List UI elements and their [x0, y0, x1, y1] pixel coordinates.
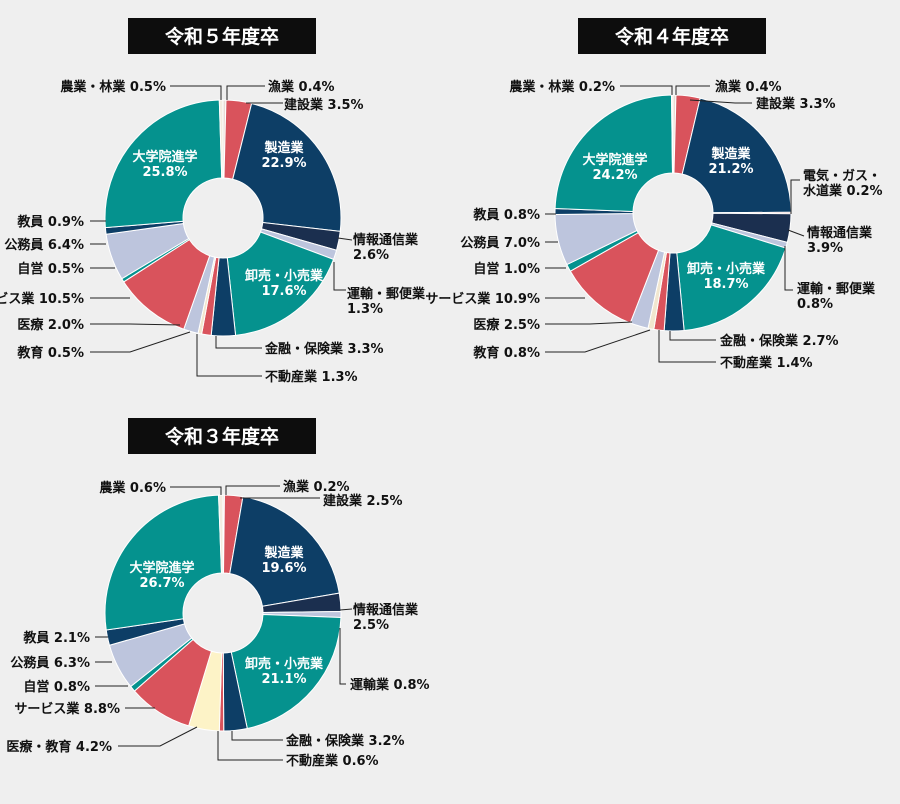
slice-label-e382b5e383bce38393e382b9e6a5ad: サービス業 8.8% [14, 701, 120, 717]
slice-label-e68385e5a0b1e9809ae4bfa1e6a5ad: 情報通信業 3.9% [807, 225, 873, 256]
slice-e8beb2e6a5ad [218, 494, 224, 574]
leader-line [669, 331, 716, 341]
slice-label-e58cbbe79982e383bbe69599e882b2: 医療・教育 4.2% [6, 739, 112, 755]
slice-e8beb2e6a5ade383bbe69e97e6a5ad [671, 94, 674, 174]
slice-label-e9818be8bcb8e6a5ad: 運輸業 0.8% [350, 677, 430, 693]
chart-title-box [128, 18, 316, 54]
slice-label-e4b88de58b95e794a3e6a5ad: 不動産業 0.6% [286, 753, 379, 769]
slice-e5a4a7e5ada6e999a2e980b2e5ada6 [554, 94, 674, 213]
slice-label-e69599e593a1: 教員 2.1% [22, 630, 90, 646]
leader-line [658, 330, 716, 363]
slice-label-e382b5e383bce38393e382b9e6a5ad: サービス業 10.9% [425, 291, 540, 307]
slice-label-e5bbbae8a8ade6a5ad: 建設業 2.5% [323, 493, 403, 509]
slice-label-e58db8e5a3b2e383bbe5b08fe5a3b2e6a5ad: 卸売・小売業 17.6% [245, 268, 324, 299]
slice-label-e5bbbae8a8ade6a5ad: 建設業 3.5% [284, 97, 364, 113]
leader-line [339, 628, 346, 685]
slice-label-e6bc81e6a5ad: 漁業 0.4% [268, 79, 335, 95]
slice-label-e8beb2e6a5ad: 農業 0.6% [99, 480, 166, 496]
slice-label-e8a3bde980a0e6a5ad: 製造業 21.2% [708, 146, 753, 177]
leader-line [90, 323, 181, 326]
slice-label-e5a4a7e5ada6e999a2e980b2e5ada6: 大学院進学 26.7% [129, 560, 194, 591]
slice-label-e69599e882b2: 教育 0.8% [472, 345, 540, 361]
leader-line [675, 85, 710, 95]
leader-line [118, 726, 198, 747]
slice-label-e4b88de58b95e794a3e6a5ad: 不動産業 1.4% [720, 355, 813, 371]
slice-label-e887aae596b6: 自営 0.5% [17, 261, 84, 277]
slice-label-e5a4a7e5ada6e999a2e980b2e5ada6: 大学院進学 25.8% [132, 149, 197, 180]
slice-label-e68385e5a0b1e9809ae4bfa1e6a5ad: 情報通信業 2.5% [353, 602, 419, 633]
slice-label-e6bc81e6a5ad: 漁業 0.2% [283, 479, 350, 495]
slice-label-e58cbbe79982: 医療 2.0% [17, 317, 84, 333]
slice-label-e8beb2e6a5ade383bbe69e97e6a5ad: 農業・林業 0.5% [60, 79, 166, 95]
leader-line [790, 179, 800, 214]
slice-e5a4a7e5ada6e999a2e980b2e5ada6 [104, 494, 223, 631]
slice-e58db8e5a3b2e383bbe5b08fe5a3b2e6a5ad [676, 224, 787, 332]
slice-label-e5bbbae8a8ade6a5ad: 建設業 3.3% [756, 96, 836, 112]
slice-label-e69599e593a1: 教員 0.9% [16, 214, 84, 230]
leader-line [225, 485, 280, 495]
leader-line [170, 486, 222, 495]
leader-line [545, 329, 651, 353]
slice-label-e5a4a7e5ada6e999a2e980b2e5ada6: 大学院進学 24.2% [582, 152, 647, 183]
leader-line [545, 321, 633, 325]
slice-e8a3bde980a0e6a5ad [229, 496, 340, 607]
slice-e5a4a7e5ada6e999a2e980b2e5ada6 [104, 99, 223, 229]
slice-label-e58cbbe79982: 医療 2.5% [473, 317, 540, 333]
leader-line [217, 731, 283, 761]
slice-label-e8a3bde980a0e6a5ad: 製造業 22.9% [261, 140, 306, 171]
chart-title: 令和５年度卒 [165, 25, 279, 48]
leader-line [90, 331, 191, 353]
slice-label-e99bbbe6b097e383bbe382ace382b9e383bbe6b0b4e98193e6a5ad: 電気・ガス・水道業 0.2% [803, 168, 883, 199]
slice-label-e887aae596b6: 自営 1.0% [473, 261, 540, 277]
slice-label-e8beb2e6a5ade383bbe69e97e6a5ad: 農業・林業 0.2% [509, 79, 615, 95]
slice-label-e98791e89e8de383bbe4bf9de999bae6a5ad: 金融・保険業 2.7% [719, 333, 839, 349]
slice-label-e69599e882b2: 教育 0.5% [16, 345, 84, 361]
slice-label-e887aae596b6: 自営 0.8% [23, 679, 90, 695]
leader-line [620, 85, 673, 95]
slice-e58db8e5a3b2e383bbe5b08fe5a3b2e6a5ad [230, 613, 342, 730]
leader-line [226, 85, 265, 100]
slice-label-e68385e5a0b1e9809ae4bfa1e6a5ad: 情報通信業 2.6% [353, 232, 419, 263]
leader-line [215, 336, 262, 349]
slice-label-e585ace58b99e593a1: 公務員 6.3% [10, 655, 90, 671]
slice-e58db8e5a3b2e383bbe5b08fe5a3b2e6a5ad [226, 231, 335, 336]
slice-label-e8a3bde980a0e6a5ad: 製造業 19.6% [261, 545, 306, 576]
slice-label-e58db8e5a3b2e383bbe5b08fe5a3b2e6a5ad: 卸売・小売業 18.7% [687, 261, 766, 292]
slice-label-e9818be8bcb8e383bbe983b5e4bebfe6a5ad: 運輸・郵便業 1.3% [347, 286, 426, 317]
slice-e8a3bde980a0e6a5ad [232, 102, 342, 232]
leader-line [170, 85, 222, 100]
slice-label-e9818be8bcb8e383bbe983b5e4bebfe6a5ad: 運輸・郵便業 0.8% [797, 281, 876, 312]
leader-line [196, 334, 262, 377]
leader-line [784, 246, 793, 291]
chart-title-box [578, 18, 766, 54]
leader-line [231, 731, 283, 741]
leader-line [339, 608, 353, 611]
slice-label-e69599e593a1: 教員 0.8% [472, 207, 540, 223]
chart-title: 令和４年度卒 [615, 25, 729, 48]
slice-e8a3bde980a0e6a5ad [681, 97, 792, 214]
slice-label-e382b5e383bce38393e382b9e6a5ad: サービス業 10.5% [0, 291, 84, 307]
slice-label-e98791e89e8de383bbe4bf9de999bae6a5ad: 金融・保険業 3.3% [264, 341, 384, 357]
slice-e8beb2e6a5ade383bbe69e97e6a5ad [218, 99, 224, 179]
slice-label-e4b88de58b95e794a3e6a5ad: 不動産業 1.3% [265, 369, 358, 385]
slice-label-e98791e89e8de383bbe4bf9de999bae6a5ad: 金融・保険業 3.2% [285, 733, 405, 749]
slice-label-e585ace58b99e593a1: 公務員 7.0% [460, 235, 540, 251]
leader-line [333, 262, 346, 291]
chart-title: 令和３年度卒 [165, 425, 279, 448]
slice-label-e6bc81e6a5ad: 漁業 0.4% [715, 79, 782, 95]
leader-line [337, 237, 353, 241]
leader-line [787, 229, 805, 237]
leader-line [689, 99, 752, 104]
slice-label-e585ace58b99e593a1: 公務員 6.4% [4, 237, 84, 253]
chart-title-box [128, 418, 316, 454]
slice-label-e58db8e5a3b2e383bbe5b08fe5a3b2e6a5ad: 卸売・小売業 21.1% [245, 656, 324, 687]
